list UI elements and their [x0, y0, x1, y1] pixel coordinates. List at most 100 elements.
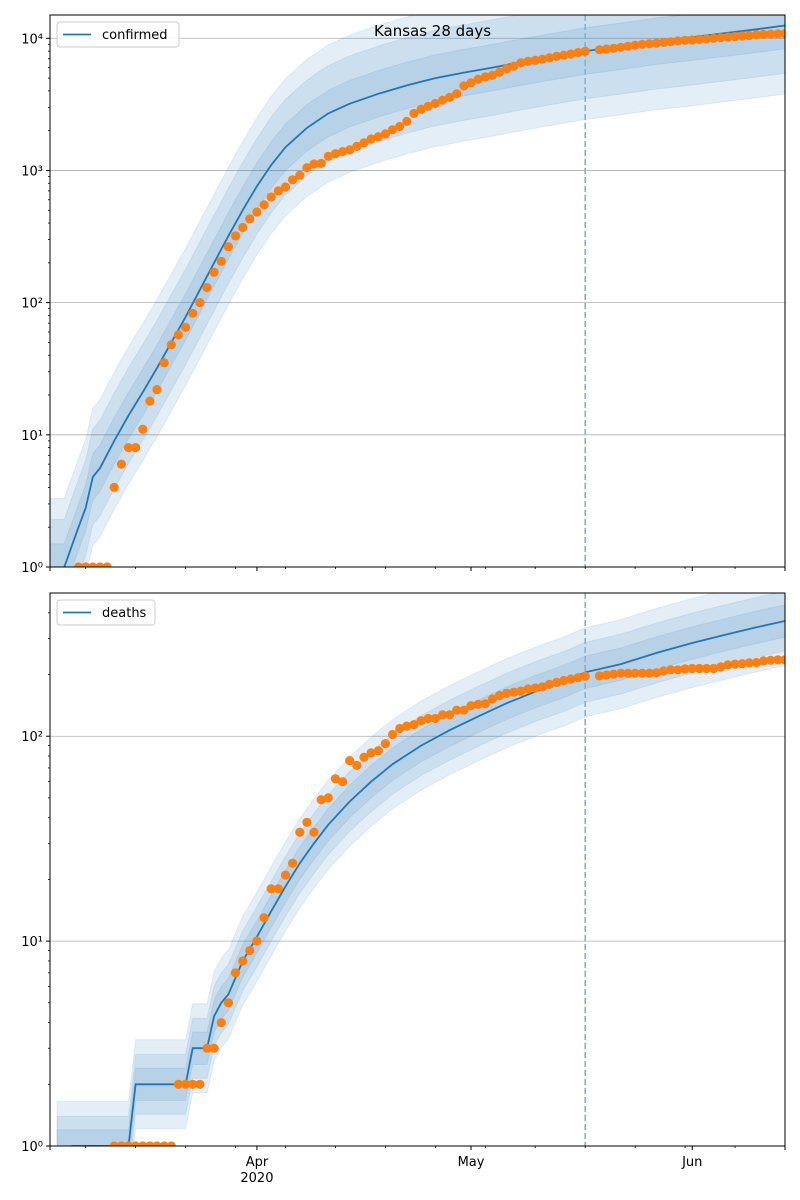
- data-point: [552, 51, 562, 61]
- data-point: [473, 699, 483, 710]
- data-point: [109, 482, 119, 492]
- data-point: [202, 283, 212, 293]
- data-point: [580, 671, 590, 681]
- data-point: [173, 330, 183, 340]
- x-tick-label: May: [458, 1155, 485, 1170]
- data-point: [302, 163, 312, 173]
- y-tick-label: 10²: [21, 730, 43, 745]
- data-point: [637, 668, 647, 678]
- data-point: [701, 34, 712, 44]
- data-point: [295, 827, 305, 837]
- data-point: [480, 72, 490, 82]
- data-point: [609, 669, 619, 679]
- data-point: [181, 322, 191, 332]
- data-point: [673, 665, 683, 675]
- data-point: [537, 682, 548, 692]
- data-point: [416, 104, 426, 114]
- data-point: [309, 159, 319, 169]
- data-point: [323, 151, 333, 161]
- data-point: [409, 720, 419, 730]
- data-point: [573, 47, 583, 58]
- data-point: [152, 385, 162, 395]
- data-point: [437, 95, 448, 105]
- data-point: [330, 149, 340, 159]
- data-point: [751, 30, 762, 40]
- data-point: [716, 662, 726, 672]
- legend-label: deaths: [102, 606, 147, 621]
- data-point: [630, 40, 640, 50]
- data-point: [459, 81, 469, 91]
- data-point: [659, 666, 669, 676]
- data-point: [759, 656, 769, 666]
- y-tick-label: 10¹: [21, 429, 43, 444]
- data-point: [766, 29, 776, 39]
- data-point: [766, 655, 776, 665]
- data-point: [102, 562, 112, 567]
- data-point: [88, 562, 98, 567]
- data-point: [273, 884, 283, 894]
- data-point: [516, 58, 526, 68]
- data-point: [737, 31, 747, 41]
- uncertainty-band-1: [50, 15, 785, 567]
- data-point: [666, 37, 676, 47]
- data-point: [166, 1141, 176, 1146]
- x-tick-label: Jun: [681, 1155, 702, 1170]
- data-point: [487, 70, 497, 80]
- data-point: [81, 562, 91, 567]
- data-point: [694, 34, 705, 45]
- data-point: [716, 33, 726, 43]
- data-point: [616, 668, 626, 678]
- data-point: [223, 998, 233, 1008]
- data-point: [602, 44, 612, 54]
- data-point: [544, 53, 555, 63]
- data-point: [245, 214, 255, 224]
- data-point: [173, 1079, 183, 1089]
- data-point: [544, 679, 555, 690]
- data-point: [280, 870, 291, 880]
- data-point: [687, 663, 697, 674]
- data-point: [709, 663, 719, 674]
- data-point: [373, 132, 383, 142]
- data-point: [202, 1043, 212, 1053]
- data-point: [188, 1079, 198, 1089]
- data-point: [594, 45, 605, 55]
- data-point: [123, 1141, 134, 1146]
- data-point: [559, 50, 569, 60]
- data-point: [480, 699, 490, 709]
- legend: confirmed: [56, 21, 180, 48]
- series-line-deaths: [71, 620, 785, 1146]
- data-point: [288, 175, 298, 185]
- legend-box: [56, 21, 180, 48]
- data-point: [487, 694, 497, 704]
- data-point: [181, 1079, 191, 1089]
- data-point: [252, 207, 262, 217]
- data-point: [637, 39, 647, 49]
- data-point: [409, 108, 419, 118]
- data-point: [652, 668, 662, 678]
- data-point: [502, 688, 512, 698]
- data-point: [680, 664, 690, 674]
- data-point: [566, 674, 576, 684]
- data-point: [737, 659, 747, 669]
- data-point: [245, 945, 255, 956]
- legend: deaths: [56, 599, 156, 626]
- data-point: [323, 793, 333, 803]
- data-point: [594, 671, 605, 681]
- data-point: [209, 267, 219, 277]
- data-point: [345, 145, 355, 155]
- data-point: [138, 1141, 148, 1146]
- data-point: [209, 1043, 219, 1053]
- data-point: [188, 308, 198, 318]
- legend-box: [56, 599, 156, 626]
- data-point: [295, 170, 305, 180]
- data-point: [644, 39, 655, 49]
- data-point: [780, 655, 785, 665]
- data-point: [652, 38, 662, 48]
- data-point: [109, 1141, 119, 1146]
- data-point: [509, 61, 519, 71]
- data-point: [387, 125, 398, 135]
- y-tick-label: 10⁰: [21, 1140, 43, 1155]
- data-point: [445, 92, 455, 102]
- data-point: [723, 32, 733, 42]
